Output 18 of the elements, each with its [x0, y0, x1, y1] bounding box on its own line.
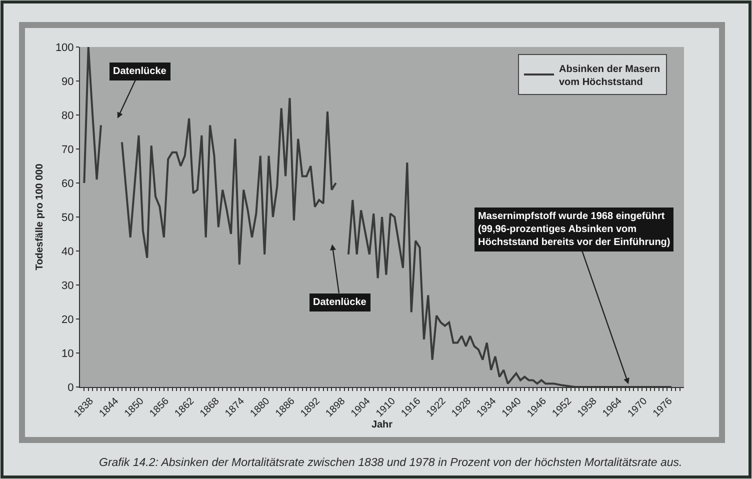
y-tick-label: 60 — [62, 178, 74, 190]
y-tick-label: 80 — [62, 110, 74, 122]
y-tick-label: 0 — [68, 382, 74, 394]
y-tick-label: 40 — [62, 246, 74, 258]
x-axis-title: Jahr — [371, 419, 393, 430]
legend-label: Absinken der Masern vom Höchststand — [559, 64, 660, 88]
y-tick-label: 20 — [62, 314, 74, 326]
y-tick-label: 10 — [62, 348, 74, 360]
annotation: Datenlücke — [313, 297, 367, 308]
y-tick-label: 100 — [55, 42, 74, 54]
y-tick-label: 70 — [62, 144, 74, 156]
annotation: Masernimpfstoff wurde 1968 eingeführt (99,96-prozentiges Absinken vom Höchststand bereits vor der Einführung) — [478, 211, 670, 248]
y-tick-label: 30 — [62, 280, 74, 292]
y-tick-label: 50 — [62, 212, 74, 224]
y-tick-label: 90 — [62, 76, 74, 88]
text: Grafik 14.2: Absinken der Mortalitätsrate zwischen 1838 und 1978 in Prozent von der höchsten Mortalitätsrate aus. — [99, 457, 682, 469]
annotation: Datenlücke — [113, 66, 167, 77]
y-axis-title: Todesfälle pro 100 000 — [34, 163, 46, 270]
